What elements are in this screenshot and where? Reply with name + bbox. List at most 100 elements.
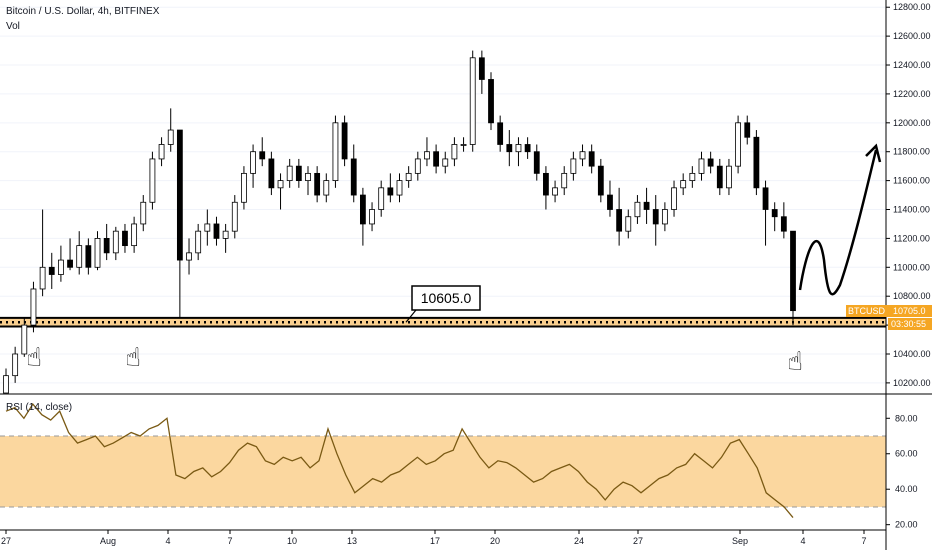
candle-body-63 (579, 151, 586, 160)
price-tick-label-11: 12400.00 (893, 60, 931, 70)
price-tick-label-6: 11400.00 (893, 205, 930, 215)
candle-body-15 (140, 201, 147, 225)
candle-body-39 (359, 194, 366, 225)
candle-body-5 (48, 266, 55, 275)
candle-body-3 (30, 288, 37, 326)
candle-body-33 (305, 172, 311, 182)
price-tick-label-7: 11600.00 (893, 176, 930, 186)
candle-body-56 (515, 144, 522, 153)
candle-body-45 (414, 158, 421, 174)
candle-body-48 (442, 158, 449, 167)
candle-body-57 (524, 144, 531, 153)
candle-body-80 (735, 122, 741, 167)
time-tick-label-4: 10 (287, 536, 297, 546)
candle-body-76 (698, 158, 705, 174)
candle-body-30 (277, 180, 284, 189)
candle-body-23 (213, 223, 220, 239)
time-axis-ticks: 27 Aug 4 7 10 13 17 20 24 27 Sep 4 7 (1, 530, 867, 546)
candle-body-2 (21, 324, 28, 355)
candle-body-9 (85, 245, 92, 268)
candle-body-8 (76, 245, 83, 268)
candle-body-49 (451, 144, 458, 160)
candle-body-29 (268, 158, 275, 189)
candle-body-66 (607, 194, 613, 210)
rsi-line (5, 403, 794, 519)
price-tick-label-9: 12000.00 (893, 118, 931, 128)
forecast-arrow-path (798, 149, 878, 296)
time-tick-label-10: Sep (732, 536, 748, 546)
rsi-tick-label-3: 80.00 (895, 413, 918, 423)
candle-body-64 (588, 151, 595, 167)
candle-body-78 (716, 165, 723, 189)
pointer-annotations: ☝ ☝ ☝ (26, 342, 803, 376)
candle-body-55 (506, 144, 513, 153)
candle-body-28 (259, 151, 266, 160)
candle-body-6 (58, 259, 64, 275)
candle-body-52 (478, 57, 485, 80)
rsi-tick-label-2: 60.00 (895, 449, 918, 459)
candle-body-47 (433, 151, 440, 167)
time-tick-label-2: 4 (165, 536, 170, 546)
time-tick-label-6: 17 (430, 536, 440, 546)
candle-body-68 (625, 216, 632, 232)
level-callout: 10605.0 (405, 285, 481, 323)
candle-body-59 (543, 172, 549, 196)
time-tick-label-3: 7 (227, 536, 232, 546)
rsi-axis-ticks: 20.00 40.00 60.00 80.00 (886, 413, 918, 530)
countdown-tag-bg (888, 318, 932, 330)
price-tick-label-13: 12800.00 (893, 2, 931, 12)
candle-body-71 (652, 209, 659, 225)
chart-title: Bitcoin / U.S. Dollar, 4h, BITFINEX (6, 6, 160, 17)
price-axis-ticks: 10200.0010400.0010600.0010800.0011000.00… (886, 2, 931, 388)
candle-body-16 (149, 158, 156, 203)
price-tick-label-5: 11200.00 (893, 233, 930, 243)
price-tick-label-1: 10400.00 (893, 349, 931, 359)
time-tick-label-8: 24 (574, 536, 584, 546)
candle-body-79 (726, 165, 732, 189)
price-tick-label-4: 11000.00 (893, 262, 930, 272)
candle-body-22 (204, 223, 211, 232)
candle-body-61 (561, 172, 568, 189)
candle-body-73 (671, 187, 677, 210)
candle-body-44 (405, 172, 412, 182)
candle-body-60 (552, 187, 558, 196)
candle-body-81 (744, 122, 751, 138)
candle-body-70 (643, 201, 650, 210)
rsi-tick-label-1: 40.00 (895, 484, 918, 494)
candle-body-31 (286, 165, 293, 182)
candle-body-65 (597, 165, 604, 196)
price-tick-label-8: 11800.00 (893, 147, 930, 157)
level-callout-leader (405, 309, 417, 323)
time-tick-label-0: 27 (1, 536, 11, 546)
support-zone (0, 317, 886, 327)
price-tag-bg (888, 305, 932, 317)
candle-body-84 (771, 209, 778, 218)
candle-body-74 (680, 180, 687, 189)
time-tick-label-7: 20 (490, 536, 500, 546)
candle-body-42 (387, 187, 394, 196)
candle-body-25 (231, 201, 238, 232)
candle-body-11 (103, 238, 110, 254)
pointing-hand-icon-1: ☝ (125, 342, 141, 372)
candle-body-26 (241, 172, 247, 203)
candle-body-85 (780, 216, 787, 232)
candle-body-10 (94, 238, 101, 268)
time-tick-label-9: 27 (633, 536, 643, 546)
time-tick-label-1: Aug (100, 536, 116, 546)
candle-body-69 (634, 201, 641, 218)
candle-body-62 (570, 158, 577, 174)
candle-body-46 (424, 151, 430, 160)
candle-body-86 (790, 230, 796, 312)
candle-body-83 (762, 187, 769, 210)
candle-body-0 (3, 375, 9, 394)
rsi-band (0, 436, 886, 507)
candle-body-18 (167, 129, 174, 145)
candle-body-21 (195, 230, 202, 254)
symbol-tag: BTCUSD (848, 306, 886, 316)
time-tick-label-12: 7 (861, 536, 866, 546)
forecast-arrow-head (865, 143, 882, 163)
pointing-hand-icon-0: ☝ (26, 342, 42, 372)
level-callout-text: 10605.0 (421, 290, 472, 306)
candle-body-20 (186, 252, 192, 261)
